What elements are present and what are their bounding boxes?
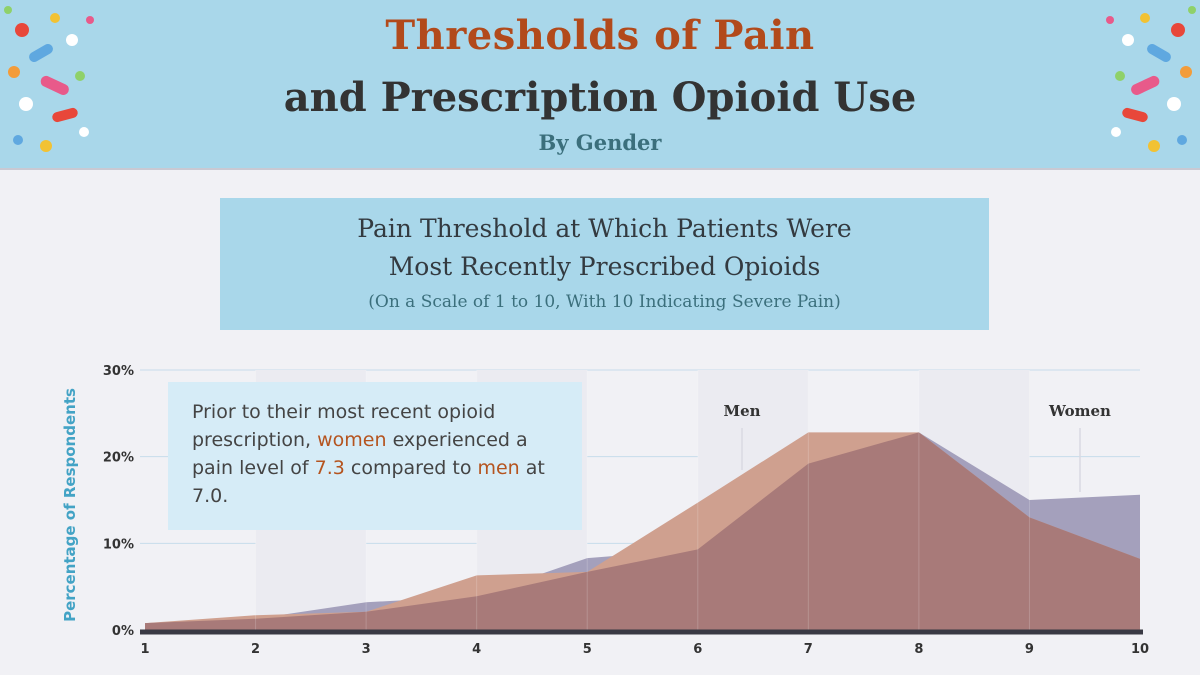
x-tick-label: 3 (362, 642, 371, 657)
y-axis-title: Percentage of Respondents (61, 388, 79, 622)
callout-text-part: experienced a pain level of (192, 429, 528, 479)
callout-text-part: at (519, 457, 545, 479)
x-tick-label: 8 (914, 642, 923, 657)
women-value: 7.3 (314, 457, 345, 479)
main-title: Thresholds of Pain (385, 12, 815, 59)
callout-text-part: compared to (344, 457, 478, 479)
callout-text-part: Prior to their most recent opioid prescr… (192, 401, 496, 451)
x-tick-label: 1 (140, 642, 149, 657)
x-tick-label: 4 (472, 642, 481, 657)
y-tick-label: 0% (112, 624, 134, 639)
y-tick-label: 20% (103, 451, 134, 466)
x-tick-label: 10 (1131, 642, 1149, 657)
chart-title-line1: Pain Threshold at Which Patients Were (357, 214, 852, 243)
chart-scale-note: (On a Scale of 1 to 10, With 10 Indicati… (368, 292, 841, 312)
callout-box: Prior to their most recent opioid prescr… (168, 382, 582, 530)
men-highlight: men (477, 457, 520, 479)
x-tick-label: 6 (693, 642, 702, 657)
x-tick-label: 5 (583, 642, 592, 657)
y-tick-label: 10% (103, 537, 134, 552)
men-value: 7.0 (192, 485, 223, 507)
x-tick-label: 9 (1025, 642, 1034, 657)
women-highlight: women (317, 429, 387, 451)
series-label-men: Men (723, 402, 760, 420)
x-tick-label: 7 (804, 642, 813, 657)
chart-title-box: Pain Threshold at Which Patients Were Mo… (220, 198, 989, 330)
main-title-line2: and Prescription Opioid Use (283, 74, 917, 121)
y-tick-label: 30% (103, 364, 134, 379)
series-label-women: Women (1048, 402, 1111, 420)
x-tick-label: 2 (251, 642, 260, 657)
pills-icon (1106, 6, 1196, 152)
callout-text: Prior to their most recent opioid prescr… (192, 398, 572, 510)
overlap-area (145, 432, 1140, 630)
main-subtitle: By Gender (538, 130, 662, 155)
chart-title-line2: Most Recently Prescribed Opioids (388, 252, 821, 281)
header-banner: Thresholds of Pain and Prescription Opio… (0, 0, 1200, 170)
callout-text-part: . (222, 485, 229, 507)
pills-icon (4, 6, 94, 152)
